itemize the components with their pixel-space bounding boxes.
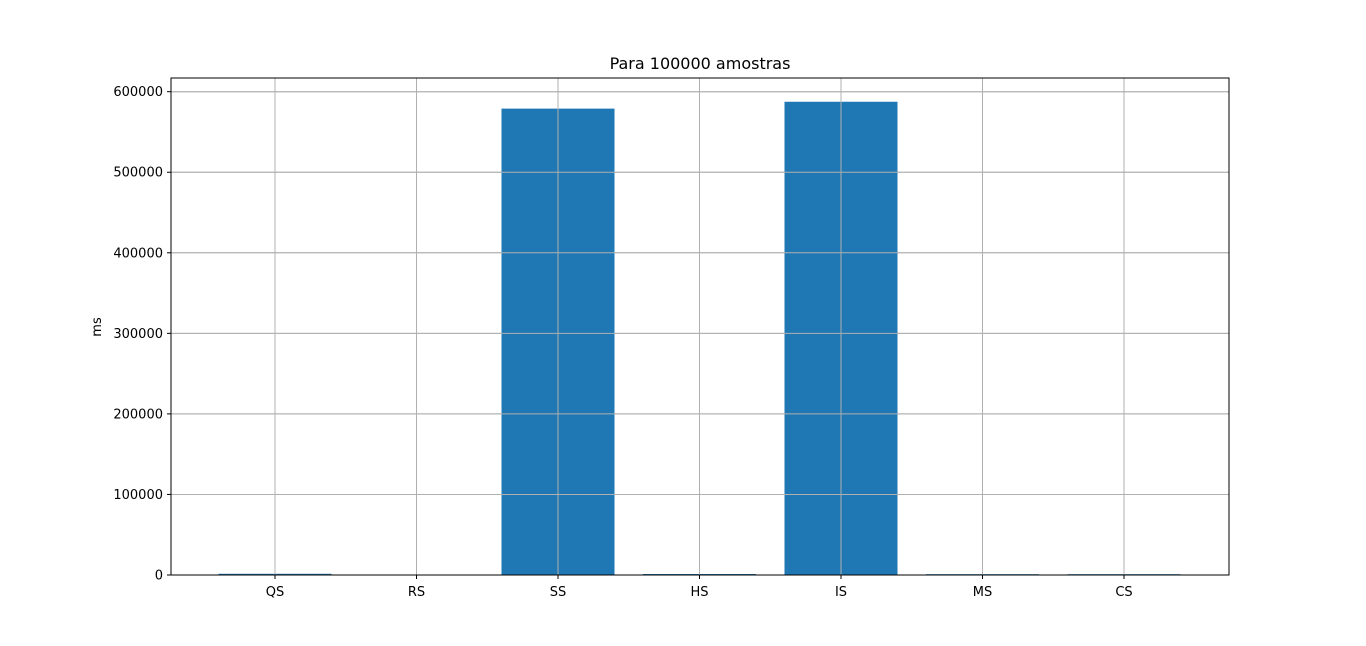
y-tick-label: 500000	[113, 166, 163, 181]
y-axis-label: ms	[90, 317, 105, 337]
y-tick-label: 200000	[113, 407, 163, 422]
x-axis: QS RS SS HS IS MS CS	[266, 575, 1133, 600]
x-tick-label: CS	[1115, 585, 1132, 600]
y-tick-label: 300000	[113, 327, 163, 342]
x-tick-label: RS	[408, 585, 425, 600]
y-axis: 0 100000 200000 300000 400000 500000 600000	[113, 85, 171, 584]
x-tick-label: HS	[690, 585, 708, 600]
y-tick-label: 400000	[113, 246, 163, 261]
x-tick-label: MS	[973, 585, 992, 600]
vertical-grid-layer	[171, 78, 1229, 576]
x-tick-label: IS	[835, 585, 847, 600]
y-tick-label: 100000	[113, 488, 163, 503]
y-tick-label: 600000	[113, 85, 163, 100]
y-tick-label: 0	[155, 569, 163, 584]
x-tick-label: QS	[266, 585, 284, 600]
x-tick-label: SS	[550, 585, 567, 600]
chart-title: Para 100000 amostras	[610, 54, 791, 73]
